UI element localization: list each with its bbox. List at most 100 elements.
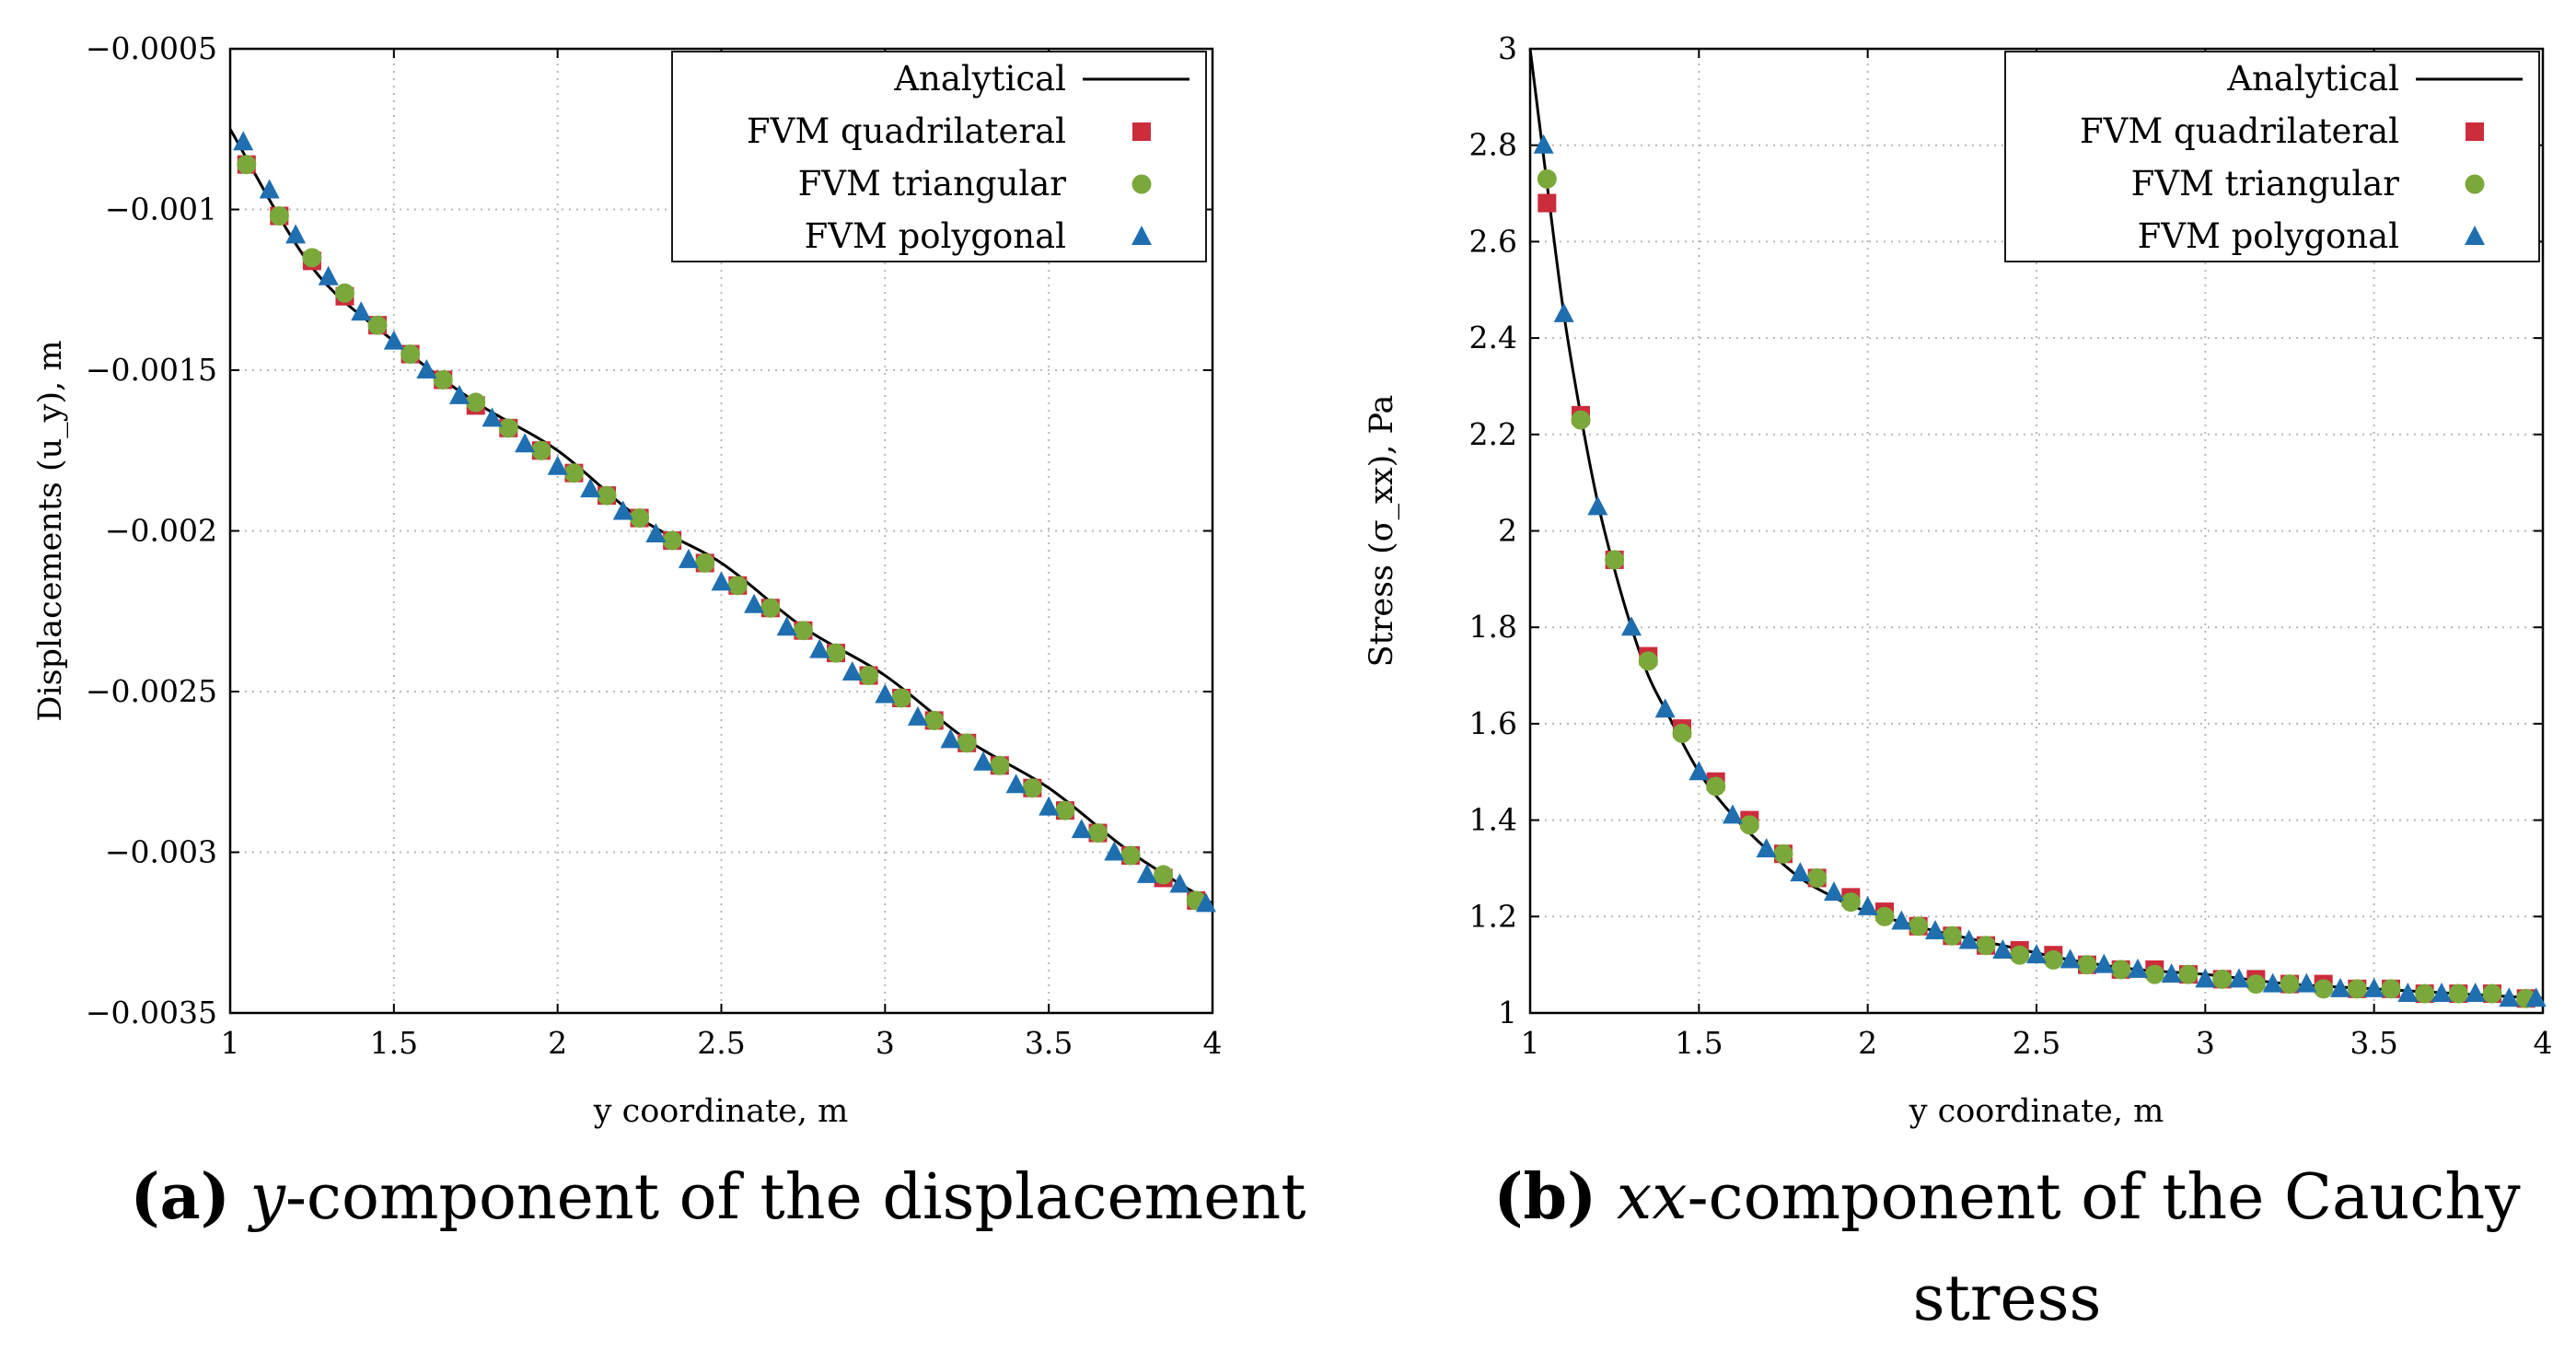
- data-point-circle: [891, 688, 911, 708]
- data-point-circle: [2482, 983, 2502, 1004]
- legend-label: FVM triangular: [2131, 164, 2400, 204]
- data-point-square: [1537, 193, 1557, 213]
- data-point-circle: [2111, 960, 2131, 980]
- data-point-triangle: [1621, 616, 1642, 636]
- legend-marker-square: [2466, 122, 2484, 141]
- data-point-triangle: [776, 616, 797, 636]
- data-point-triangle: [1071, 819, 1092, 839]
- data-point-triangle: [515, 433, 536, 453]
- data-point-circle: [1537, 169, 1557, 189]
- legend-marker-triangle: [1131, 226, 1152, 245]
- data-point-circle: [269, 205, 289, 226]
- data-point-circle: [1088, 823, 1108, 844]
- y-tick-label: −0.0035: [86, 995, 217, 1030]
- x-tick-label: 3.5: [1025, 1025, 1073, 1061]
- legend-box: [671, 51, 1207, 262]
- data-point-circle: [597, 485, 617, 506]
- data-point-circle: [1571, 410, 1591, 430]
- data-point-circle: [2010, 945, 2030, 965]
- legend-marker-square: [1132, 122, 1151, 141]
- plot-area-a: [228, 128, 1216, 913]
- data-point-triangle: [2026, 944, 2047, 964]
- data-point-circle: [302, 248, 322, 268]
- data-point-circle: [727, 576, 748, 596]
- data-point-circle: [433, 369, 453, 390]
- y-tick-label: 1: [1498, 995, 1517, 1030]
- legend-label: FVM polygonal: [2138, 216, 2399, 256]
- x-tick-label: 4: [2534, 1025, 2553, 1061]
- data-point-triangle: [907, 705, 928, 726]
- data-point-circle: [563, 463, 584, 483]
- data-point-triangle: [1039, 796, 1060, 816]
- data-point-triangle: [973, 751, 994, 771]
- data-point-circle: [1976, 936, 1996, 956]
- data-point-triangle: [2296, 972, 2317, 993]
- data-point-circle: [2212, 969, 2233, 989]
- y-tick-label: −0.002: [105, 513, 217, 549]
- data-point-circle: [2245, 974, 2266, 995]
- x-tick-label: 1.5: [1675, 1025, 1723, 1061]
- legend-label: Analytical: [893, 59, 1066, 99]
- data-point-triangle: [547, 455, 568, 475]
- data-point-circle: [793, 621, 813, 641]
- data-point-triangle: [259, 179, 280, 199]
- data-point-circle: [2077, 955, 2097, 975]
- data-point-circle: [367, 315, 388, 335]
- data-point-circle: [498, 418, 518, 438]
- data-point-circle: [1120, 845, 1141, 866]
- y-tick-label: 2: [1498, 513, 1517, 549]
- data-point-triangle: [612, 500, 633, 520]
- data-point-triangle: [1723, 804, 1743, 824]
- data-point-triangle: [1104, 841, 1125, 861]
- data-point-triangle: [2060, 948, 2081, 969]
- y-tick-label: 2.8: [1469, 127, 1517, 163]
- y-tick-label: 2.2: [1469, 416, 1517, 452]
- data-point-triangle: [2330, 977, 2350, 997]
- y-tick-label: −0.0015: [86, 352, 217, 388]
- data-point-circle: [1807, 867, 1828, 888]
- y-tick-label: −0.003: [105, 834, 217, 870]
- data-point-triangle: [2161, 963, 2182, 983]
- plot-marks-b: [1528, 48, 2547, 1008]
- data-point-circle: [957, 733, 977, 753]
- data-point-triangle: [1992, 938, 2013, 959]
- data-point-triangle: [1654, 698, 1676, 718]
- grid-lines-b: [1530, 49, 2543, 1013]
- data-point-circle: [2347, 979, 2367, 999]
- data-point-circle: [2314, 979, 2334, 999]
- legend-label: FVM quadrilateral: [2080, 111, 2399, 151]
- data-point-circle: [237, 155, 257, 175]
- data-point-circle: [1909, 916, 1929, 937]
- x-axis-label-a: y coordinate, m: [593, 1093, 849, 1130]
- y-tick-label: 1.2: [1469, 898, 1517, 934]
- data-point-circle: [1672, 723, 1692, 743]
- y-tick-label: −0.0025: [86, 673, 217, 709]
- x-tick-label: 2: [548, 1025, 567, 1061]
- data-point-triangle: [1553, 302, 1574, 322]
- y-axis-label-a: Displacements (u_y), m: [32, 340, 69, 721]
- data-point-triangle: [1169, 873, 1190, 893]
- caption-a-italic: y: [249, 1161, 285, 1234]
- data-point-circle: [2144, 964, 2164, 984]
- data-point-triangle: [383, 330, 404, 350]
- data-point-circle: [990, 755, 1010, 775]
- plot-area-b: [1528, 48, 2547, 1008]
- data-point-circle: [2280, 974, 2300, 995]
- data-point-triangle: [678, 548, 699, 568]
- data-point-circle: [826, 643, 846, 663]
- x-tick-labels-a: 1 1.5 2 2.5 3 3.5 4: [221, 49, 1223, 1061]
- data-point-triangle: [2262, 972, 2283, 993]
- data-point-triangle: [351, 301, 372, 321]
- data-point-triangle: [2128, 958, 2148, 978]
- data-point-circle: [1154, 865, 1174, 885]
- y-axis-label-b: Stress (σ_xx), Pa: [1363, 395, 1400, 668]
- data-point-circle: [2415, 983, 2435, 1004]
- x-tick-label: 1: [1521, 1025, 1540, 1061]
- x-tick-label: 2: [1858, 1025, 1877, 1061]
- data-point-circle: [760, 598, 781, 618]
- data-point-triangle: [448, 384, 470, 404]
- caption-b-text: -component of the Cauchy: [1687, 1161, 2521, 1234]
- series-triangle-b: [1533, 134, 2547, 1007]
- data-point-triangle: [2499, 987, 2520, 1007]
- data-point-triangle: [645, 522, 667, 542]
